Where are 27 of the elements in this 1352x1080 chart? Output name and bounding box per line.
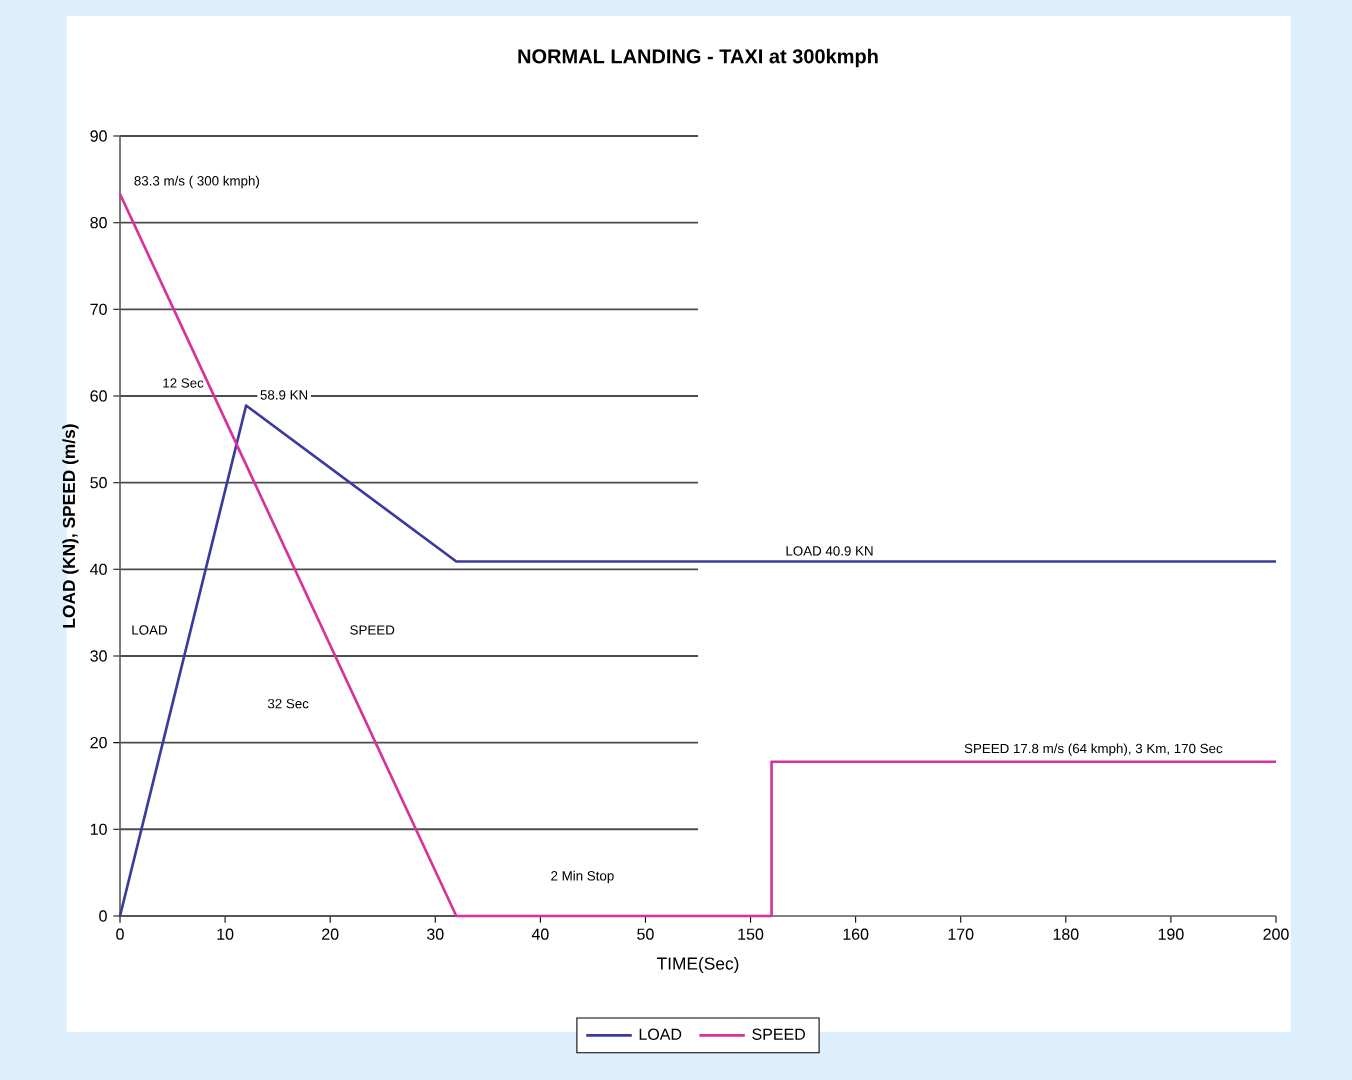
x-tick-label: 50 bbox=[637, 928, 654, 940]
x-tick-label: 20 bbox=[322, 928, 339, 940]
y-tick-label: 20 bbox=[90, 736, 107, 749]
y-tick-label: 60 bbox=[90, 390, 107, 402]
x-tick-label: 30 bbox=[427, 928, 444, 940]
x-tick-label: 40 bbox=[531, 928, 549, 940]
x-tick-label: 190 bbox=[1158, 928, 1184, 940]
x-axis-title: TIME(Sec) bbox=[656, 956, 739, 974]
y-tick-label: 40 bbox=[90, 563, 107, 575]
y-tick-label: 50 bbox=[90, 477, 107, 489]
x-tick-label: 160 bbox=[843, 928, 869, 940]
y-axis-title: LOAD (KN), SPEED (m/s) bbox=[62, 424, 79, 628]
x-tick-label: 170 bbox=[948, 928, 974, 940]
x-tick-label: 0 bbox=[116, 928, 124, 940]
y-tick-label: 90 bbox=[90, 130, 107, 142]
x-tick-label: 10 bbox=[217, 928, 234, 940]
y-tick-label: 30 bbox=[90, 650, 107, 662]
x-tick-label: 180 bbox=[1053, 928, 1079, 940]
legend-label: LOAD bbox=[639, 1028, 682, 1040]
x-tick-label: 200 bbox=[1263, 928, 1289, 940]
legend-label: SPEED bbox=[752, 1028, 805, 1040]
y-tick-label: 80 bbox=[90, 217, 107, 229]
y-tick-label: 10 bbox=[90, 823, 107, 835]
y-tick-label: 70 bbox=[90, 303, 107, 315]
y-tick-label: 0 bbox=[99, 910, 107, 922]
chart-title: NORMAL LANDING - TAXI at 300kmph bbox=[518, 48, 878, 68]
x-tick-label: 150 bbox=[738, 928, 764, 940]
